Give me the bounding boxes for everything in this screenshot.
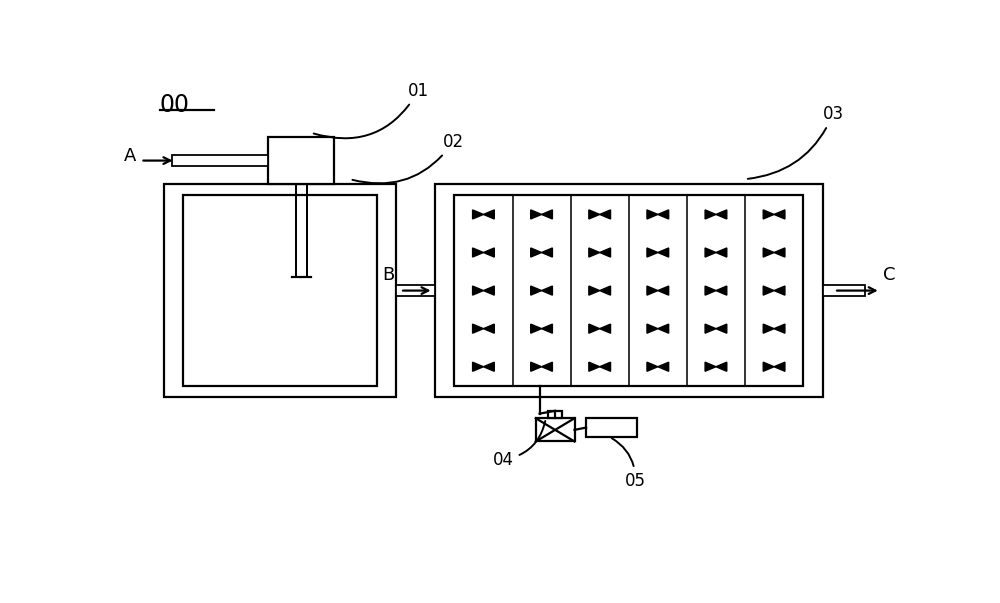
Polygon shape [600,286,611,295]
Bar [822,285,865,296]
Polygon shape [600,324,611,333]
Polygon shape [600,248,611,257]
Polygon shape [774,248,785,257]
Polygon shape [589,248,600,257]
Polygon shape [774,286,785,295]
Text: C: C [883,265,895,283]
Text: 04: 04 [493,421,545,469]
Polygon shape [542,362,552,371]
Polygon shape [647,324,658,333]
Polygon shape [763,210,774,219]
Polygon shape [542,286,552,295]
Polygon shape [705,210,716,219]
Polygon shape [658,210,669,219]
Bar [396,285,435,296]
Polygon shape [483,324,494,333]
Polygon shape [589,210,600,219]
Polygon shape [483,248,494,257]
Polygon shape [716,248,727,257]
Text: B: B [382,265,395,283]
Polygon shape [483,210,494,219]
Polygon shape [647,362,658,371]
Polygon shape [542,324,552,333]
Polygon shape [658,362,669,371]
Polygon shape [658,286,669,295]
Text: 05: 05 [612,438,646,490]
Polygon shape [483,362,494,371]
Polygon shape [531,210,542,219]
Polygon shape [716,210,727,219]
Polygon shape [705,324,716,333]
Text: 03: 03 [748,105,844,179]
Polygon shape [589,286,600,295]
Polygon shape [763,248,774,257]
Polygon shape [542,210,552,219]
Polygon shape [774,362,785,371]
Bar [454,195,803,386]
Polygon shape [705,362,716,371]
Polygon shape [473,210,483,219]
Polygon shape [473,248,483,257]
Polygon shape [774,210,785,219]
Polygon shape [705,286,716,295]
Text: 02: 02 [352,133,464,183]
Bar [172,156,268,166]
Text: 01: 01 [314,81,429,138]
Polygon shape [531,286,542,295]
Polygon shape [473,286,483,295]
Polygon shape [763,324,774,333]
Polygon shape [473,362,483,371]
Polygon shape [600,210,611,219]
Polygon shape [647,248,658,257]
Polygon shape [716,286,727,295]
Polygon shape [774,324,785,333]
Text: A: A [124,147,137,165]
Polygon shape [658,248,669,257]
Polygon shape [600,362,611,371]
Bar [268,137,334,184]
Polygon shape [763,362,774,371]
Polygon shape [473,324,483,333]
Bar [536,418,574,441]
Polygon shape [531,324,542,333]
Polygon shape [589,362,600,371]
Polygon shape [705,248,716,257]
Polygon shape [716,324,727,333]
Polygon shape [647,210,658,219]
Bar [183,195,377,386]
Bar [548,411,562,418]
Polygon shape [647,286,658,295]
Bar [164,184,396,397]
Text: 00: 00 [160,93,190,117]
Polygon shape [483,286,494,295]
Polygon shape [531,362,542,371]
Polygon shape [658,324,669,333]
Polygon shape [542,248,552,257]
Bar [435,184,822,397]
Polygon shape [763,286,774,295]
Polygon shape [716,362,727,371]
Polygon shape [589,324,600,333]
Bar [586,418,637,437]
Polygon shape [531,248,542,257]
